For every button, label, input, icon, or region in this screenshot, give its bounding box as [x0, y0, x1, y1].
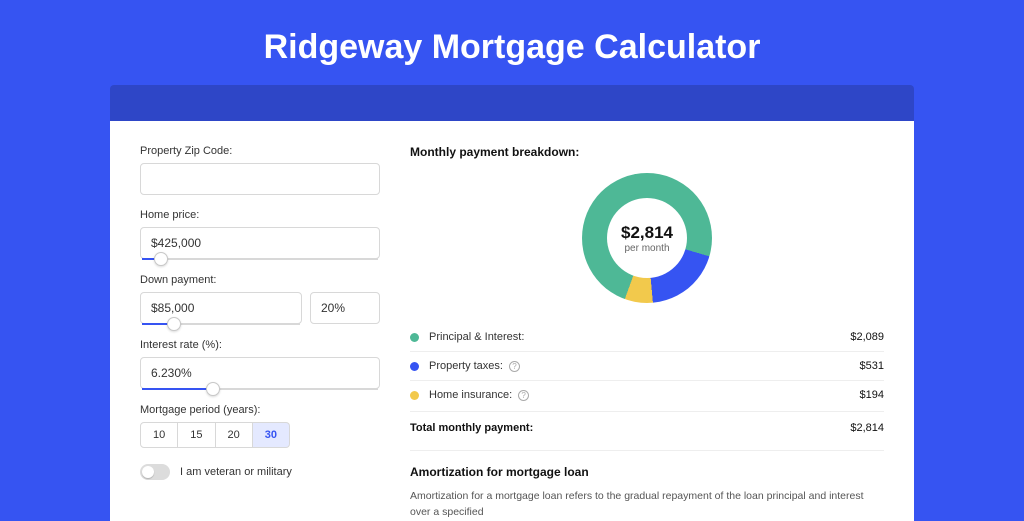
total-row: Total monthly payment: $2,814	[410, 411, 884, 446]
veteran-toggle[interactable]	[140, 464, 170, 480]
price-label: Home price:	[140, 209, 380, 221]
rate-slider-thumb[interactable]	[206, 382, 220, 396]
breakdown-column: Monthly payment breakdown: $2,814 per mo…	[410, 145, 884, 521]
period-btn-20[interactable]: 20	[216, 422, 253, 448]
rate-slider-fill	[142, 388, 213, 390]
legend-value-tax: $531	[860, 360, 884, 372]
donut-hole: $2,814 per month	[607, 198, 687, 278]
legend-dot-tax	[410, 362, 419, 371]
rate-input[interactable]	[140, 357, 380, 389]
donut-sub: per month	[624, 243, 669, 254]
legend-row-pi: Principal & Interest:$2,089	[410, 323, 884, 352]
rate-label: Interest rate (%):	[140, 339, 380, 351]
legend-dot-ins	[410, 391, 419, 400]
amortization-text: Amortization for a mortgage loan refers …	[410, 489, 884, 521]
period-btn-15[interactable]: 15	[178, 422, 215, 448]
period-btn-30[interactable]: 30	[253, 422, 290, 448]
price-field-group: Home price:	[140, 209, 380, 260]
period-btn-10[interactable]: 10	[140, 422, 178, 448]
legend-label-tax: Property taxes:?	[429, 360, 860, 372]
veteran-label: I am veteran or military	[180, 466, 292, 478]
form-column: Property Zip Code: Home price: Down paym…	[140, 145, 380, 521]
veteran-toggle-row: I am veteran or military	[140, 464, 380, 480]
price-input[interactable]	[140, 227, 380, 259]
down-pct-input[interactable]	[310, 292, 380, 324]
veteran-toggle-knob	[142, 466, 154, 478]
down-field-group: Down payment:	[140, 274, 380, 325]
down-label: Down payment:	[140, 274, 380, 286]
breakdown-heading: Monthly payment breakdown:	[410, 145, 884, 159]
period-field-group: Mortgage period (years): 10152030	[140, 404, 380, 448]
legend-value-pi: $2,089	[850, 331, 884, 343]
info-icon[interactable]: ?	[518, 390, 529, 401]
header-bar	[110, 85, 914, 121]
down-slider[interactable]	[142, 323, 300, 325]
legend-row-tax: Property taxes:?$531	[410, 352, 884, 381]
total-value: $2,814	[850, 422, 884, 434]
price-slider-thumb[interactable]	[154, 252, 168, 266]
down-slider-thumb[interactable]	[167, 317, 181, 331]
rate-field-group: Interest rate (%):	[140, 339, 380, 390]
legend-dot-pi	[410, 333, 419, 342]
calculator-card: Property Zip Code: Home price: Down paym…	[110, 121, 914, 521]
down-amount-input[interactable]	[140, 292, 302, 324]
amortization-heading: Amortization for mortgage loan	[410, 465, 884, 479]
payment-donut: $2,814 per month	[582, 173, 712, 303]
legend-label-ins: Home insurance:?	[429, 389, 860, 401]
legend-value-ins: $194	[860, 389, 884, 401]
page-title: Ridgeway Mortgage Calculator	[0, 0, 1024, 85]
rate-slider[interactable]	[142, 388, 378, 390]
donut-wrap: $2,814 per month	[410, 173, 884, 303]
zip-field-group: Property Zip Code:	[140, 145, 380, 195]
period-buttons: 10152030	[140, 422, 380, 448]
amortization-block: Amortization for mortgage loan Amortizat…	[410, 450, 884, 521]
total-label: Total monthly payment:	[410, 422, 850, 434]
period-label: Mortgage period (years):	[140, 404, 380, 416]
legend: Principal & Interest:$2,089Property taxe…	[410, 323, 884, 409]
donut-amount: $2,814	[621, 223, 673, 243]
legend-row-ins: Home insurance:?$194	[410, 381, 884, 409]
info-icon[interactable]: ?	[509, 361, 520, 372]
legend-label-pi: Principal & Interest:	[429, 331, 850, 343]
price-slider[interactable]	[142, 258, 378, 260]
zip-label: Property Zip Code:	[140, 145, 380, 157]
zip-input[interactable]	[140, 163, 380, 195]
